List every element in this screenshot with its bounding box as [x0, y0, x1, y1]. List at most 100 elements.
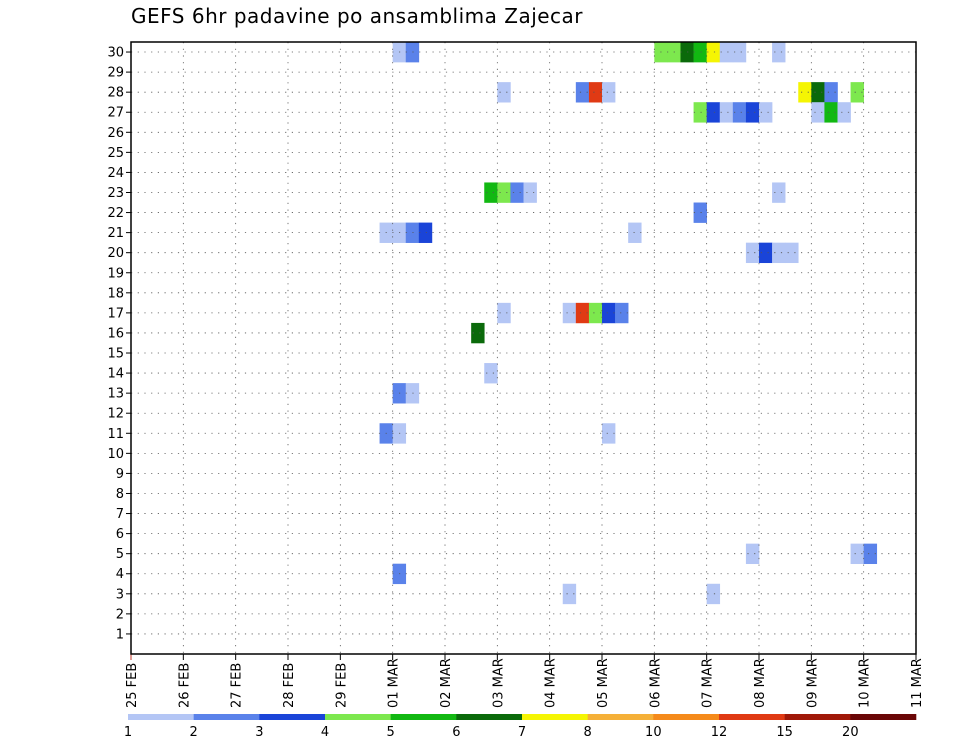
heatmap-cell	[588, 302, 603, 324]
y-tick-label: 9	[116, 467, 124, 482]
x-tick-label: 01 MAR	[387, 658, 402, 708]
heatmap-cell	[575, 82, 590, 103]
colorbar-swatch	[850, 714, 917, 720]
plot-frame	[130, 41, 917, 655]
colorbar-swatch	[128, 714, 194, 720]
colorbar-label: 12	[711, 725, 728, 740]
heatmap-cell	[719, 102, 734, 123]
y-tick-label: 24	[107, 166, 124, 181]
y-tick-label: 22	[107, 206, 124, 221]
y-tick-label: 18	[107, 286, 124, 301]
colorbar-swatch	[522, 714, 588, 720]
x-tick-label: 29 FEB	[334, 663, 349, 708]
heatmap-cell	[615, 302, 629, 324]
heatmap-cell	[772, 42, 786, 63]
heatmap-cell	[693, 42, 707, 63]
colorbar-label: 15	[776, 725, 793, 740]
heatmap-cell	[693, 202, 707, 223]
colorbar-swatch	[587, 714, 654, 720]
y-tick-label: 23	[107, 186, 124, 201]
y-tick-label: 17	[107, 306, 124, 321]
y-tick-label: 21	[107, 226, 124, 241]
x-tick-label: 09 MAR	[805, 658, 820, 708]
heatmap-cell	[562, 302, 577, 324]
heatmap-cell	[745, 102, 760, 123]
heatmap-cell	[588, 82, 603, 103]
heatmap-cell	[745, 543, 760, 565]
y-tick-label: 4	[116, 567, 124, 582]
heatmap-cell	[497, 302, 511, 324]
chart-title: GEFS 6hr padavine po ansamblima Zajecar	[131, 4, 584, 28]
colorbar-swatch	[653, 714, 720, 720]
heatmap-cell	[772, 242, 786, 264]
colorbar-swatch	[719, 714, 785, 720]
x-tick-label: 28 FEB	[282, 663, 297, 708]
heatmap-cell	[497, 82, 511, 103]
y-tick-label: 30	[107, 46, 124, 61]
y-tick-label: 10	[107, 447, 124, 462]
y-tick-label: 7	[116, 507, 124, 522]
heatmap-cell	[471, 322, 485, 344]
heatmap-cell	[706, 42, 721, 63]
heatmap-cell	[719, 42, 734, 63]
heatmap-cell	[732, 102, 747, 123]
heatmap-cell	[863, 543, 878, 565]
x-tick-label: 05 MAR	[596, 658, 611, 708]
colorbar-label: 1	[124, 725, 132, 740]
x-tick-label: 02 MAR	[439, 658, 454, 708]
y-tick-label: 11	[107, 427, 124, 442]
heatmap-cell	[706, 583, 721, 605]
colorbar-label: 5	[387, 725, 395, 740]
x-tick-label: 26 FEB	[177, 663, 192, 708]
colorbar-label: 7	[518, 725, 526, 740]
colorbar-label: 6	[452, 725, 460, 740]
colorbar-label: 4	[321, 725, 329, 740]
x-tick-label: 03 MAR	[491, 658, 506, 708]
colorbar-swatch	[456, 714, 523, 720]
y-tick-label: 15	[107, 347, 124, 362]
heatmap-cell	[497, 182, 511, 203]
y-tick-label: 14	[107, 367, 124, 382]
y-tick-label: 1	[116, 627, 124, 642]
heatmap-cell	[759, 102, 773, 123]
colorbar-swatch	[259, 714, 326, 720]
colorbar: 1 2 3 4 5 6 7 8 10 12 15 20	[124, 714, 917, 740]
grid-lines	[131, 42, 916, 654]
heatmap-cell	[732, 42, 747, 63]
heatmap-cell	[484, 182, 498, 203]
heatmap-cell	[510, 182, 524, 203]
x-tick-label: 11 MAR	[910, 658, 925, 708]
y-tick-label: 6	[116, 527, 124, 542]
y-tick-label: 25	[107, 146, 124, 161]
y-tick-label: 16	[107, 326, 124, 341]
heatmap-cell	[562, 583, 577, 605]
y-tick-label: 8	[116, 487, 124, 502]
heatmap-cell	[706, 102, 721, 123]
x-tick-label: 06 MAR	[648, 658, 663, 708]
colorbar-label: 3	[255, 725, 263, 740]
heatmap-cell	[602, 423, 616, 444]
y-tick-label: 12	[107, 407, 124, 422]
heatmap-cell	[745, 242, 760, 264]
heatmap-cell	[523, 182, 537, 203]
heatmap-cell	[811, 82, 825, 103]
heatmap-cell	[837, 102, 851, 123]
colorbar-swatch	[784, 714, 851, 720]
y-tick-label: 26	[107, 126, 124, 141]
heatmap-cell	[602, 302, 616, 324]
x-tick-label: 27 FEB	[230, 663, 245, 708]
heatmap-cell	[772, 182, 786, 203]
heatmap-cell	[824, 82, 838, 103]
axes: 1234567891011121314151617181920212223242…	[107, 41, 925, 708]
heatmap-cell	[850, 82, 864, 103]
colorbar-swatch	[390, 714, 457, 720]
colorbar-swatch	[193, 714, 260, 720]
colorbar-label: 8	[584, 725, 592, 740]
heatmap-cell	[824, 102, 838, 123]
x-tick-label: 10 MAR	[858, 658, 873, 708]
heatmap-cell	[628, 222, 642, 243]
y-tick-label: 29	[107, 66, 124, 81]
heatmap-cell	[418, 222, 433, 243]
colorbar-label: 20	[842, 725, 859, 740]
